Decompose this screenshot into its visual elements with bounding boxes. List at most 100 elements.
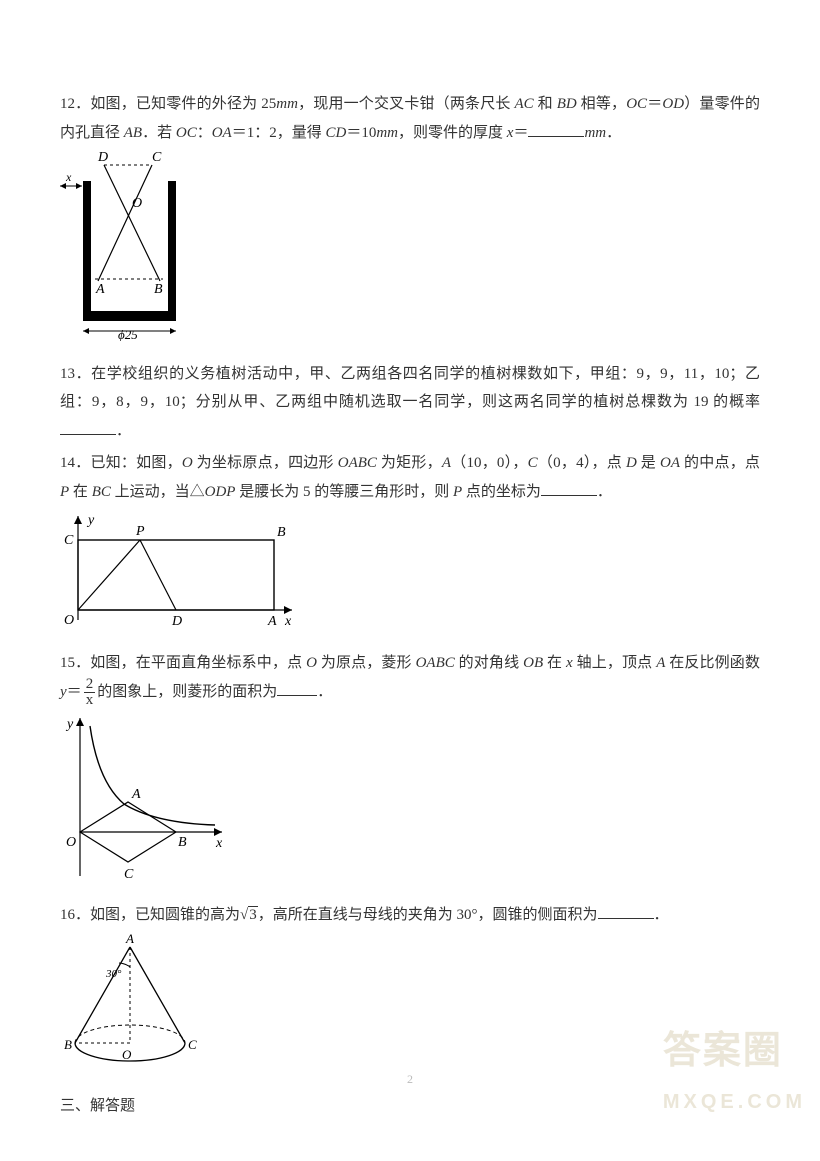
q16-sqrt: √3 xyxy=(240,906,258,923)
svg-text:x: x xyxy=(65,170,72,184)
svg-text:B: B xyxy=(178,835,187,850)
question-13: 13．在学校组织的义务植树活动中，甲、乙两组各四名同学的植树棵数如下，甲组：9，… xyxy=(60,360,760,446)
q12-eq: ＝ xyxy=(647,96,662,112)
q13-text: 13．在学校组织的义务植树活动中，甲、乙两组各四名同学的植树棵数如下，甲组：9，… xyxy=(60,366,760,411)
watermark-en: MXQE.COM xyxy=(663,1083,806,1121)
q14-coorda: （10，0） xyxy=(451,455,512,471)
q13-blank xyxy=(60,419,116,435)
q13-period: ． xyxy=(116,423,131,439)
q15-t: ＝ xyxy=(67,684,82,700)
q14-p2: P xyxy=(453,484,462,500)
svg-text:B: B xyxy=(277,525,286,540)
svg-text:ϕ25: ϕ25 xyxy=(118,327,138,341)
q16-blank xyxy=(598,903,654,919)
q14-blank xyxy=(541,480,597,496)
q12-t: ＝1：2，量得 xyxy=(232,125,326,141)
svg-text:D: D xyxy=(171,614,182,629)
q12-t: ＝10 xyxy=(346,125,376,141)
q15-oabc: OABC xyxy=(416,655,455,671)
q14-t: 14．已知：如图， xyxy=(60,455,182,471)
svg-text:A: A xyxy=(267,614,277,629)
q14-a: A xyxy=(442,455,451,471)
svg-text:O: O xyxy=(122,1047,132,1062)
q15-t: 在 xyxy=(543,655,566,671)
svg-text:y: y xyxy=(86,513,95,528)
q16-sqrt-num: 3 xyxy=(248,906,258,923)
q12-oc2: OC xyxy=(176,125,197,141)
figure-16: A B C O 30° xyxy=(60,933,760,1084)
svg-text:P: P xyxy=(135,524,145,539)
q14-t: ，点 xyxy=(592,455,626,471)
question-14: 14．已知：如图，O 为坐标原点，四边形 OABC 为矩形，A（10，0），C（… xyxy=(60,449,760,506)
q14-o: O xyxy=(182,455,193,471)
q12-bd: BD xyxy=(557,96,577,112)
q12-cd: CD xyxy=(325,125,346,141)
question-15: 15．如图，在平面直角坐标系中，点 O 为原点，菱形 OABC 的对角线 OB … xyxy=(60,649,760,709)
q14-odp: ODP xyxy=(205,484,236,500)
q12-colon: ： xyxy=(197,125,212,141)
q14-t: 为矩形， xyxy=(377,455,442,471)
q16-t: ，高所在直线与母线的夹角为 30°，圆锥的侧面积为 xyxy=(258,907,598,923)
q15-period: ． xyxy=(317,684,332,700)
q14-c: C xyxy=(528,455,538,471)
svg-text:A: A xyxy=(95,282,105,297)
q12-t: ＝ xyxy=(513,125,528,141)
section-3-heading: 三、解答题 xyxy=(60,1092,760,1121)
q14-t: 为坐标原点，四边形 xyxy=(193,455,338,471)
q14-t: 在 xyxy=(69,484,92,500)
svg-text:B: B xyxy=(154,282,163,297)
svg-text:B: B xyxy=(64,1037,72,1052)
svg-text:C: C xyxy=(188,1037,197,1052)
svg-text:D: D xyxy=(97,151,108,165)
q14-bc: BC xyxy=(92,484,111,500)
q15-a: A xyxy=(656,655,665,671)
svg-text:A: A xyxy=(131,787,141,802)
watermark: 答案圈 MXQE.COM xyxy=(663,1015,806,1121)
watermark-cn: 答案圈 xyxy=(663,1015,806,1087)
q15-x: x xyxy=(566,655,573,671)
q12-blank xyxy=(528,121,584,137)
svg-text:30°: 30° xyxy=(105,968,122,980)
figure-14: y x C P B O D A xyxy=(60,510,760,641)
q12-od: OD xyxy=(662,96,684,112)
svg-text:C: C xyxy=(64,533,74,548)
q14-oa: OA xyxy=(660,455,680,471)
q14-t: ， xyxy=(512,455,527,471)
q12-oa: OA xyxy=(212,125,232,141)
svg-text:O: O xyxy=(64,613,74,628)
q14-coordc: （0，4） xyxy=(538,455,592,471)
q14-oabc: OABC xyxy=(338,455,377,471)
q12-mm2: mm xyxy=(376,125,398,141)
q15-frac: 2x xyxy=(84,677,96,708)
svg-text:C: C xyxy=(152,151,162,165)
q14-t: 是腰长为 5 的等腰三角形时，则 xyxy=(235,484,453,500)
q15-blank xyxy=(277,680,317,696)
q14-t: 是 xyxy=(637,455,660,471)
q15-t: 在反比例函数 xyxy=(665,655,760,671)
svg-text:y: y xyxy=(65,717,74,732)
q15-fracden: x xyxy=(84,693,96,708)
q16-t: 16．如图，已知圆锥的高为 xyxy=(60,907,240,923)
q14-t: 的中点，点 xyxy=(680,455,760,471)
q14-p: P xyxy=(60,484,69,500)
figure-15: y x A B C O xyxy=(60,712,760,893)
q12-ac: AC xyxy=(515,96,534,112)
q15-y: y xyxy=(60,684,67,700)
svg-text:x: x xyxy=(284,614,292,629)
q12-ab: AB xyxy=(124,125,142,141)
svg-text:x: x xyxy=(215,836,223,851)
svg-text:A: A xyxy=(125,933,134,946)
q14-period: ． xyxy=(597,484,612,500)
q12-t: ，则零件的厚度 xyxy=(398,125,507,141)
q12-oc: OC xyxy=(626,96,647,112)
q15-o: O xyxy=(306,655,317,671)
q14-t: 点的坐标为 xyxy=(462,484,541,500)
q12-mmtail: mm xyxy=(584,125,606,141)
svg-text:O: O xyxy=(132,196,142,211)
q16-period: ． xyxy=(654,907,669,923)
svg-text:C: C xyxy=(124,867,134,882)
q14-t: 上运动，当△ xyxy=(111,484,205,500)
q12-t: ．若 xyxy=(142,125,176,141)
question-16: 16．如图，已知圆锥的高为√3，高所在直线与母线的夹角为 30°，圆锥的侧面积为… xyxy=(60,901,760,930)
q15-t: 轴上，顶点 xyxy=(573,655,656,671)
